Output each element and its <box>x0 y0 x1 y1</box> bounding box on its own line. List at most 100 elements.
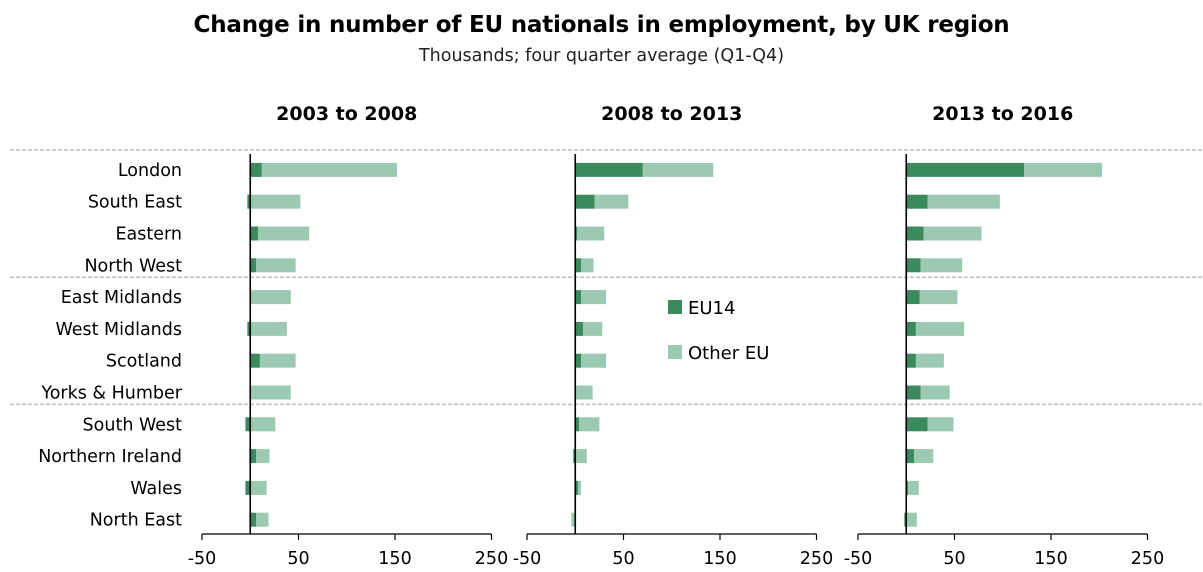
category-label: London <box>118 161 182 181</box>
legend-swatch <box>668 345 682 359</box>
bar-other-eu <box>571 512 575 527</box>
bar-eu14 <box>906 417 928 432</box>
bar-eu14 <box>906 385 921 400</box>
category-label: South East <box>88 193 182 213</box>
bar-eu14 <box>245 480 251 495</box>
bar-other-eu <box>577 226 605 241</box>
bar-eu14 <box>573 449 576 464</box>
bar-eu14 <box>575 353 582 368</box>
x-tick-label: 150 <box>1034 549 1067 569</box>
bar-other-eu <box>923 226 982 241</box>
chart-panels: 2003 to 2008 -50 50 150 250 2008 to 2013 -50 50… <box>188 103 1165 569</box>
bar-other-eu <box>915 353 944 368</box>
chart-panel: 2003 to 2008 -50 50 150 250 <box>188 103 509 569</box>
bar-other-eu <box>919 290 958 305</box>
bar-eu14 <box>250 449 257 464</box>
chart-title: Change in number of EU nationals in empl… <box>193 12 1010 38</box>
bar-other-eu <box>582 321 603 336</box>
bar-other-eu <box>576 385 593 400</box>
bar-eu14 <box>906 258 921 273</box>
bar-eu14 <box>906 449 914 464</box>
chart-subtitle: Thousands; four quarter average (Q1-Q4) <box>418 46 785 66</box>
category-label: East Midlands <box>61 288 182 308</box>
category-label: Wales <box>130 479 182 499</box>
x-tick-label: 250 <box>800 549 833 569</box>
bar-other-eu <box>581 258 594 273</box>
x-tick-label: -50 <box>188 549 217 569</box>
x-tick-label: 150 <box>703 549 736 569</box>
bar-eu14 <box>906 290 920 305</box>
panel-title: 2013 to 2016 <box>932 103 1073 125</box>
bar-eu14 <box>250 162 262 177</box>
bar-other-eu <box>906 512 917 527</box>
bar-eu14 <box>250 512 257 527</box>
bar-other-eu <box>642 162 714 177</box>
category-label: Eastern <box>115 225 182 245</box>
bar-eu14 <box>250 226 258 241</box>
bar-other-eu <box>257 226 310 241</box>
category-label: Yorks & Humber <box>40 384 182 404</box>
bar-eu14 <box>247 321 251 336</box>
bar-other-eu <box>575 449 587 464</box>
legend-label: EU14 <box>688 298 735 319</box>
bar-other-eu <box>256 258 296 273</box>
bar-eu14 <box>906 353 916 368</box>
x-tick-label: -50 <box>844 549 873 569</box>
bar-other-eu <box>251 385 291 400</box>
panel-title: 2008 to 2013 <box>601 103 742 125</box>
x-tick-label: 250 <box>475 549 508 569</box>
bar-other-eu <box>594 194 629 209</box>
category-label: North East <box>90 511 182 531</box>
bar-eu14 <box>575 290 582 305</box>
category-label: North West <box>84 256 182 276</box>
bar-eu14 <box>575 194 595 209</box>
bar-eu14 <box>906 321 916 336</box>
chart-panel: 2008 to 2013 -50 50 150 250 <box>513 103 834 569</box>
legend-swatch <box>668 300 682 314</box>
x-tick-label: 50 <box>612 549 634 569</box>
bar-eu14 <box>250 258 257 273</box>
bar-eu14 <box>906 194 928 209</box>
bar-other-eu <box>578 480 582 495</box>
group-separators <box>10 149 1203 406</box>
bar-other-eu <box>250 417 276 432</box>
bar-eu14 <box>575 258 582 273</box>
bar-other-eu <box>908 480 919 495</box>
bar-other-eu <box>261 162 397 177</box>
bar-other-eu <box>251 290 291 305</box>
bar-other-eu <box>920 258 963 273</box>
category-labels: London South East Eastern North West East Mi… <box>38 161 183 531</box>
bar-other-eu <box>927 194 1000 209</box>
x-tick-label: -50 <box>513 549 542 569</box>
bar-other-eu <box>1023 162 1103 177</box>
x-tick-label: 150 <box>378 549 411 569</box>
legend-label: Other EU <box>688 343 769 364</box>
x-tick-label: 250 <box>1131 549 1164 569</box>
bar-other-eu <box>250 321 287 336</box>
category-label: Scotland <box>106 352 182 372</box>
bar-eu14 <box>575 480 579 495</box>
category-label: West Midlands <box>55 320 182 340</box>
bar-eu14 <box>906 226 924 241</box>
bar-eu14 <box>250 353 260 368</box>
bar-eu14 <box>575 321 583 336</box>
bar-eu14 <box>575 162 643 177</box>
bar-other-eu <box>581 290 607 305</box>
bar-eu14 <box>906 480 909 495</box>
bar-eu14 <box>575 226 578 241</box>
bar-other-eu <box>581 353 607 368</box>
bar-other-eu <box>256 512 269 527</box>
bar-other-eu <box>250 194 301 209</box>
x-tick-label: 50 <box>943 549 965 569</box>
bar-eu14 <box>906 162 1024 177</box>
bar-other-eu <box>915 321 965 336</box>
bar-other-eu <box>259 353 296 368</box>
bar-other-eu <box>256 449 270 464</box>
chart-legend: EU14 Other EU <box>668 298 769 364</box>
category-label: Northern Ireland <box>38 447 182 467</box>
x-tick-label: 50 <box>287 549 309 569</box>
bar-eu14 <box>247 194 251 209</box>
bar-eu14 <box>904 512 907 527</box>
chart-panel: 2013 to 2016 -50 50 150 250 <box>844 103 1165 569</box>
